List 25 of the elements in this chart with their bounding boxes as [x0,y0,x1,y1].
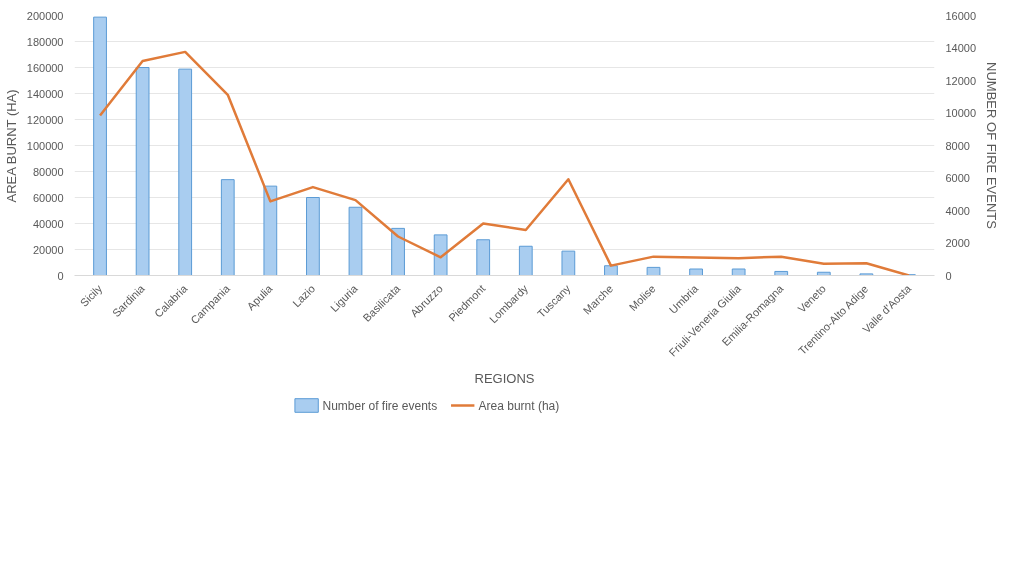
y2-tick-label: 16000 [945,9,977,22]
y-tick-label: 200000 [26,9,64,22]
y2-tick-label: 0 [945,269,952,282]
y-tick-label: 20000 [32,243,64,256]
legend-label: Number of fire events [322,398,438,413]
y-tick-label: 0 [57,269,64,282]
y2-tick-label: 8000 [945,139,970,152]
y2-tick-label: 2000 [945,237,970,249]
x-axis-title: REGIONS [474,370,535,386]
y-tick-label: 160000 [26,61,64,74]
y-tick-label: 100000 [26,139,64,152]
y2-tick-label: 6000 [945,172,970,184]
y-tick-label: 60000 [32,191,64,204]
y-tick-label: 40000 [32,217,64,230]
y-tick-label: 120000 [26,113,64,126]
y-tick-label: 140000 [26,87,64,100]
legend-label: Area burnt (ha) [478,398,560,413]
y2-tick-label: 4000 [945,204,970,217]
y2-tick-label: 10000 [945,107,977,119]
y-axis-title: AREA BURNT (HA) [3,89,19,203]
y2-tick-label: 14000 [945,42,977,54]
y2-axis-title: NUMBER OF FIRE EVENTS [984,62,1000,230]
y2-tick-label: 12000 [945,74,977,87]
y-tick-label: 180000 [26,35,64,48]
y-tick-label: 80000 [32,165,64,178]
